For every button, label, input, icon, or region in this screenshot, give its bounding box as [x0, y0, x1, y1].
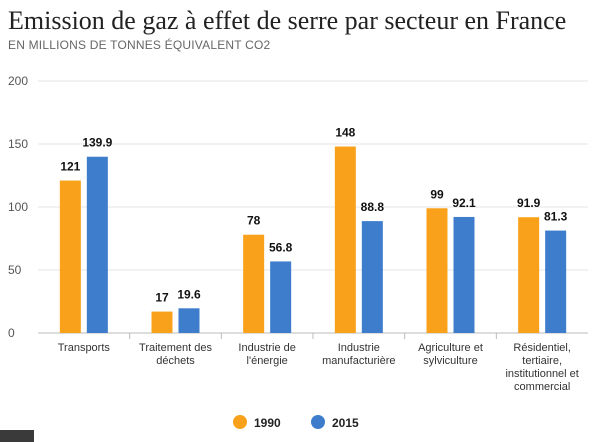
bar-1990 — [59, 180, 81, 333]
x-category-label: commercial — [514, 381, 570, 393]
bar-2015 — [453, 216, 475, 333]
x-category-label: l'énergie — [247, 355, 288, 367]
data-label: 17 — [155, 291, 169, 305]
x-category-label: tertiaire, — [522, 355, 562, 367]
x-category-label: sylviculture — [423, 355, 477, 367]
legend-label: 1990 — [254, 416, 281, 430]
data-label: 121 — [60, 160, 80, 174]
legend-label: 2015 — [332, 416, 359, 430]
x-category-label: Transports — [58, 342, 111, 354]
data-label: 78 — [247, 214, 261, 228]
bar-1990 — [518, 217, 540, 333]
corner-block — [0, 430, 34, 442]
data-label: 92.1 — [452, 196, 476, 210]
data-label: 91.9 — [517, 196, 541, 210]
data-label: 81.3 — [544, 210, 568, 224]
x-category-label: institutionnel et — [505, 368, 578, 380]
y-tick-label: 50 — [8, 263, 22, 277]
chart-title: Emission de gaz à effet de serre par sec… — [8, 6, 567, 35]
x-category-label: Industrie — [338, 342, 380, 354]
data-label: 56.8 — [269, 240, 293, 254]
bar-2015 — [178, 308, 200, 333]
data-label: 88.8 — [361, 200, 385, 214]
bar-2015 — [361, 221, 383, 333]
bar-2015 — [86, 156, 108, 333]
data-label: 19.6 — [177, 287, 201, 301]
bar-2015 — [270, 261, 292, 333]
bar-1990 — [334, 146, 356, 333]
bar-1990 — [426, 208, 448, 333]
x-category-label: Agriculture et — [418, 342, 483, 354]
x-category-label: Traitement des — [139, 342, 212, 354]
chart-subtitle: EN MILLIONS DE TONNES ÉQUIVALENT CO2 — [8, 38, 271, 52]
y-tick-label: 100 — [8, 200, 28, 214]
data-label: 148 — [335, 126, 355, 140]
x-category-label: manufacturière — [322, 355, 395, 367]
x-category-label: déchets — [156, 355, 195, 367]
legend-marker — [311, 415, 325, 429]
y-tick-label: 0 — [8, 326, 15, 340]
bar-1990 — [243, 234, 265, 333]
data-label: 99 — [430, 187, 444, 201]
y-tick-label: 150 — [8, 137, 28, 151]
legend-marker — [233, 415, 247, 429]
bar-2015 — [545, 230, 567, 333]
y-tick-label: 200 — [8, 74, 28, 88]
data-label: 139.9 — [82, 136, 112, 150]
x-category-label: Industrie de — [238, 342, 295, 354]
bar-1990 — [151, 311, 173, 333]
x-category-label: Résidentiel, — [513, 342, 570, 354]
